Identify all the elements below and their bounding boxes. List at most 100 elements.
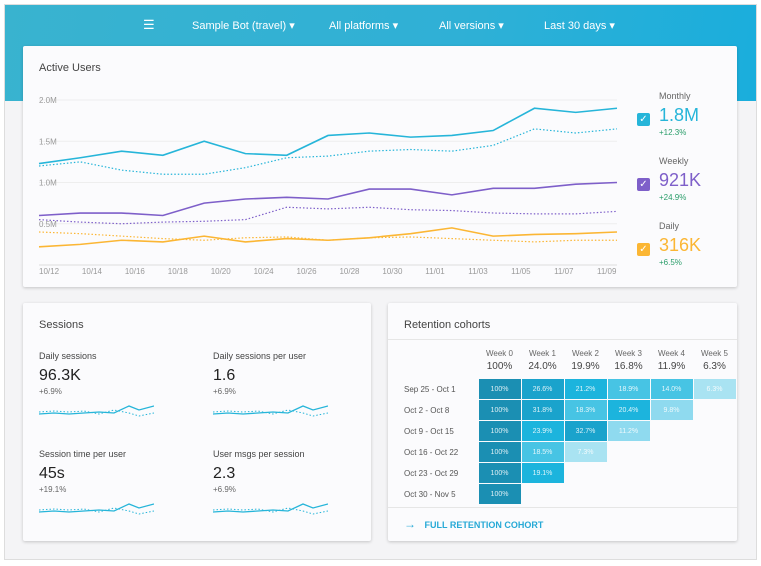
x-tick-label: 10/24: [254, 267, 275, 276]
retention-cell[interactable]: 100%: [477, 462, 522, 484]
cohort-row: Sep 25 - Oct 1 100% 26.6% 21.2% 18.9% 14.0% 6.…: [388, 378, 737, 400]
metric: User msgs per session 2.3 +6.9%: [212, 449, 329, 525]
metric: Session time per user 45s +19.1%: [38, 449, 155, 525]
metric-value: 2.3: [213, 465, 236, 482]
checkbox-icon[interactable]: ✓: [637, 178, 650, 191]
retention-cell[interactable]: 18.5%: [520, 441, 565, 463]
retention-card: Retention cohorts Week 0 100% Week 1 24.0% W…: [388, 303, 737, 541]
week-header: Week 2 19.9%: [564, 343, 607, 379]
retention-cell[interactable]: 9.8%: [649, 399, 694, 421]
full-retention-link[interactable]: → FULL RETENTION COHORT: [404, 517, 544, 531]
week-average: 19.9%: [571, 361, 600, 372]
retention-table: Week 0 100% Week 1 24.0% Week 2 19.9% Week 3 16…: [388, 343, 737, 505]
retention-cell[interactable]: 31.8%: [520, 399, 565, 421]
x-tick-label: 11/03: [468, 267, 488, 276]
retention-cell[interactable]: 14.0%: [649, 378, 694, 400]
x-tick-label: 11/09: [597, 267, 617, 276]
cohort-label: Sep 25 - Oct 1: [404, 384, 456, 394]
platforms-dropdown[interactable]: All platforms ▾: [329, 20, 399, 32]
retention-cell[interactable]: 18.9%: [606, 378, 651, 400]
sparkline: [212, 503, 329, 515]
dashboard: ☰ Sample Bot (travel) ▾ All platforms ▾ …: [4, 4, 757, 560]
metric-value: 1.6: [213, 367, 236, 384]
metric-change: +19.1%: [39, 485, 67, 494]
x-tick-label: 11/05: [511, 267, 531, 276]
y-tick-label: 1.5M: [39, 137, 57, 146]
retention-cell[interactable]: 6.3%: [692, 378, 737, 400]
cohort-label: Oct 30 - Nov 5: [404, 489, 456, 499]
week-header: Week 4 11.9%: [650, 343, 693, 379]
x-tick-label: 11/07: [554, 267, 574, 276]
y-tick-label: 0.5M: [39, 220, 57, 229]
metric-label: Session time per user: [39, 449, 127, 459]
series-line-monthly: [38, 107, 618, 165]
x-tick-label: 10/16: [125, 267, 146, 276]
retention-cell[interactable]: 18.3%: [563, 399, 608, 421]
retention-cell[interactable]: 19.1%: [520, 462, 565, 484]
cohort-label: Oct 23 - Oct 29: [404, 468, 459, 478]
series-line-previous: [38, 206, 618, 225]
metric-change: +6.9%: [213, 387, 236, 396]
retention-cell[interactable]: 7.3%: [563, 441, 608, 463]
week-average: 100%: [486, 361, 513, 372]
x-tick-label: 10/14: [82, 267, 103, 276]
metric-label: Daily sessions: [39, 351, 97, 361]
retention-cell[interactable]: 11.2%: [606, 420, 651, 442]
retention-cell[interactable]: 21.2%: [563, 378, 608, 400]
week-label: Week 1: [529, 349, 556, 358]
retention-cell[interactable]: 100%: [477, 441, 522, 463]
cohort-row: Oct 30 - Nov 5 100%: [388, 483, 736, 505]
x-tick-label: 10/12: [39, 267, 60, 276]
metric-value: 96.3K: [39, 367, 81, 384]
x-tick-label: 10/18: [168, 267, 189, 276]
week-label: Week 0: [486, 349, 513, 358]
filter-bar: ☰ Sample Bot (travel) ▾ All platforms ▾ …: [5, 17, 756, 35]
retention-cell[interactable]: 100%: [477, 399, 522, 421]
sessions-card: Sessions Daily sessions 96.3K +6.9% Dail…: [23, 303, 371, 541]
week-average: 24.0%: [528, 361, 557, 372]
x-tick-label: 10/26: [297, 267, 318, 276]
week-header: Week 5 6.3%: [693, 343, 736, 379]
legend-value: 921K: [659, 170, 702, 190]
active-users-card: Active Users 2.0M 1.5M 1.0M 0.5M 10/12 10/14 1…: [23, 46, 737, 287]
y-tick-label: 1.0M: [39, 179, 57, 188]
retention-cell[interactable]: 100%: [477, 378, 522, 400]
active-users-chart: 2.0M 1.5M 1.0M 0.5M 10/12 10/14 10/16 10/18 10/2…: [38, 96, 618, 276]
filter-icon[interactable]: ☰: [143, 17, 155, 32]
series-line-weekly: [38, 181, 618, 217]
retention-cell[interactable]: 100%: [477, 420, 522, 442]
week-label: Week 3: [615, 349, 642, 358]
card-title: Sessions: [39, 319, 84, 331]
retention-cell[interactable]: 20.4%: [606, 399, 651, 421]
metric-value: 45s: [39, 465, 65, 482]
week-header: Week 1 24.0%: [521, 343, 564, 379]
metric-label: Daily sessions per user: [213, 351, 307, 361]
legend-change: +24.9%: [659, 193, 687, 202]
bot-dropdown[interactable]: Sample Bot (travel) ▾: [192, 20, 295, 32]
sparkline: [38, 503, 155, 515]
card-title: Retention cohorts: [404, 319, 491, 331]
retention-cell[interactable]: 26.6%: [520, 378, 565, 400]
metric-change: +6.9%: [213, 485, 236, 494]
card-title: Active Users: [39, 62, 101, 74]
retention-cell[interactable]: 32.7%: [563, 420, 608, 442]
series-line-previous: [38, 128, 618, 175]
arrow-right-icon: →: [404, 517, 416, 531]
checkbox-icon[interactable]: ✓: [637, 113, 650, 126]
x-tick-label: 10/20: [211, 267, 232, 276]
week-header: Week 3 16.8%: [607, 343, 650, 379]
checkbox-icon[interactable]: ✓: [637, 243, 650, 256]
metric: Daily sessions 96.3K +6.9%: [38, 351, 155, 427]
retention-cell[interactable]: 23.9%: [520, 420, 565, 442]
week-label: Week 5: [701, 349, 728, 358]
sparkline: [212, 405, 329, 417]
versions-dropdown[interactable]: All versions ▾: [439, 20, 504, 32]
legend-label: Monthly: [659, 91, 691, 101]
date-range-dropdown[interactable]: Last 30 days ▾: [544, 20, 615, 32]
legend-change: +12.3%: [659, 128, 687, 137]
series-line-daily: [38, 227, 618, 248]
retention-cell[interactable]: 100%: [477, 483, 522, 505]
week-average: 16.8%: [614, 361, 643, 372]
legend-value: 1.8M: [659, 105, 700, 125]
week-header: Week 0 100%: [478, 343, 521, 379]
